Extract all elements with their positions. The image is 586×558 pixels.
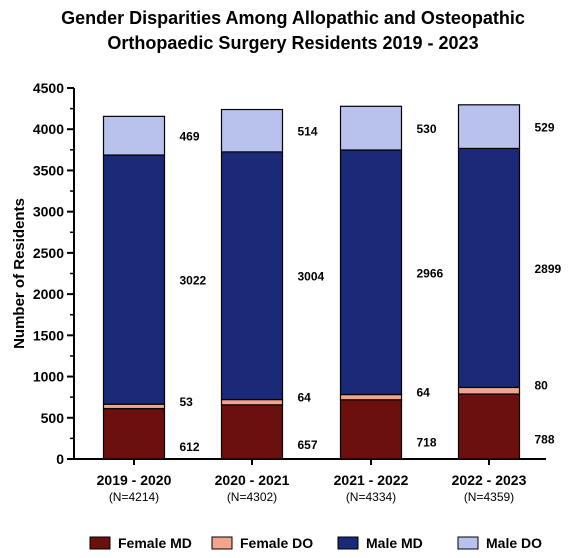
y-tick-label: 500 [41, 410, 65, 426]
y-tick-label: 1000 [33, 369, 64, 385]
x-tick-note: (N=4302) [227, 490, 277, 504]
bar-segment-female-md [457, 393, 521, 460]
data-label-female-md: 788 [535, 433, 555, 447]
data-label-male-do: 530 [417, 122, 437, 136]
data-label-male-md: 2899 [535, 262, 562, 276]
x-tick-note: (N=4359) [464, 490, 514, 504]
y-axis-label: Number of Residents [11, 198, 28, 349]
data-label-male-md: 2966 [417, 266, 444, 280]
data-label-male-do: 514 [298, 125, 318, 139]
legend-swatch-male-md [337, 536, 359, 550]
bar-segment-female-do [457, 386, 521, 395]
x-tick-note: (N=4334) [346, 490, 396, 504]
legend-label: Male MD [366, 535, 423, 551]
bar-segment-female-do [102, 403, 166, 410]
bar-segment-female-md [102, 407, 166, 460]
x-tick-label: 2019 - 2020 [97, 472, 172, 488]
bar-segment-male-md [220, 151, 284, 401]
bar-segment-male-md [457, 147, 521, 389]
bar-segment-male-do [102, 115, 166, 156]
x-tick-note: (N=4214) [109, 490, 159, 504]
bar-segment-male-do [339, 105, 403, 151]
bar-segment-female-do [339, 393, 403, 401]
y-tick-label: 3000 [33, 204, 64, 220]
legend-swatch-female-md [89, 536, 111, 550]
y-tick-label: 2000 [33, 286, 64, 302]
data-label-female-do: 64 [298, 391, 312, 405]
y-tick-label: 3500 [33, 162, 64, 178]
bar-segment-male-do [457, 104, 521, 150]
data-label-female-md: 657 [298, 438, 318, 452]
legend-label: Male DO [486, 535, 542, 551]
chart-title-line-1: Gender Disparities Among Allopathic and … [61, 8, 525, 28]
bar-segment-female-do [220, 398, 284, 406]
legend-label: Female MD [118, 535, 192, 551]
x-tick-label: 2021 - 2022 [334, 472, 409, 488]
bar-segment-female-md [339, 399, 403, 460]
y-tick-label: 4000 [33, 121, 64, 137]
data-label-male-do: 469 [180, 130, 200, 144]
bar-segment-male-do [220, 108, 284, 153]
bar-segment-male-md [339, 149, 403, 396]
chart-title-line-2: Orthopaedic Surgery Residents 2019 - 202… [107, 33, 479, 53]
data-label-male-md: 3004 [298, 270, 325, 284]
y-tick-label: 0 [56, 451, 64, 467]
data-label-female-md: 718 [417, 435, 437, 449]
data-label-female-md: 612 [180, 440, 200, 454]
data-label-male-do: 529 [535, 121, 555, 135]
x-tick-label: 2020 - 2021 [215, 472, 290, 488]
data-label-male-md: 3022 [180, 274, 207, 288]
bar-segment-female-md [220, 404, 284, 460]
legend-swatch-female-do [211, 536, 233, 550]
y-tick-label: 1500 [33, 327, 64, 343]
legend-label: Female DO [240, 535, 313, 551]
legend-swatch-male-do [457, 536, 479, 550]
x-tick-label: 2022 - 2023 [452, 472, 527, 488]
data-label-female-do: 80 [535, 378, 549, 392]
y-tick-label: 2500 [33, 245, 64, 261]
data-label-female-do: 64 [417, 386, 431, 400]
bar-segment-male-md [102, 154, 166, 405]
y-tick-label: 4500 [33, 80, 64, 96]
data-label-female-do: 53 [180, 395, 194, 409]
